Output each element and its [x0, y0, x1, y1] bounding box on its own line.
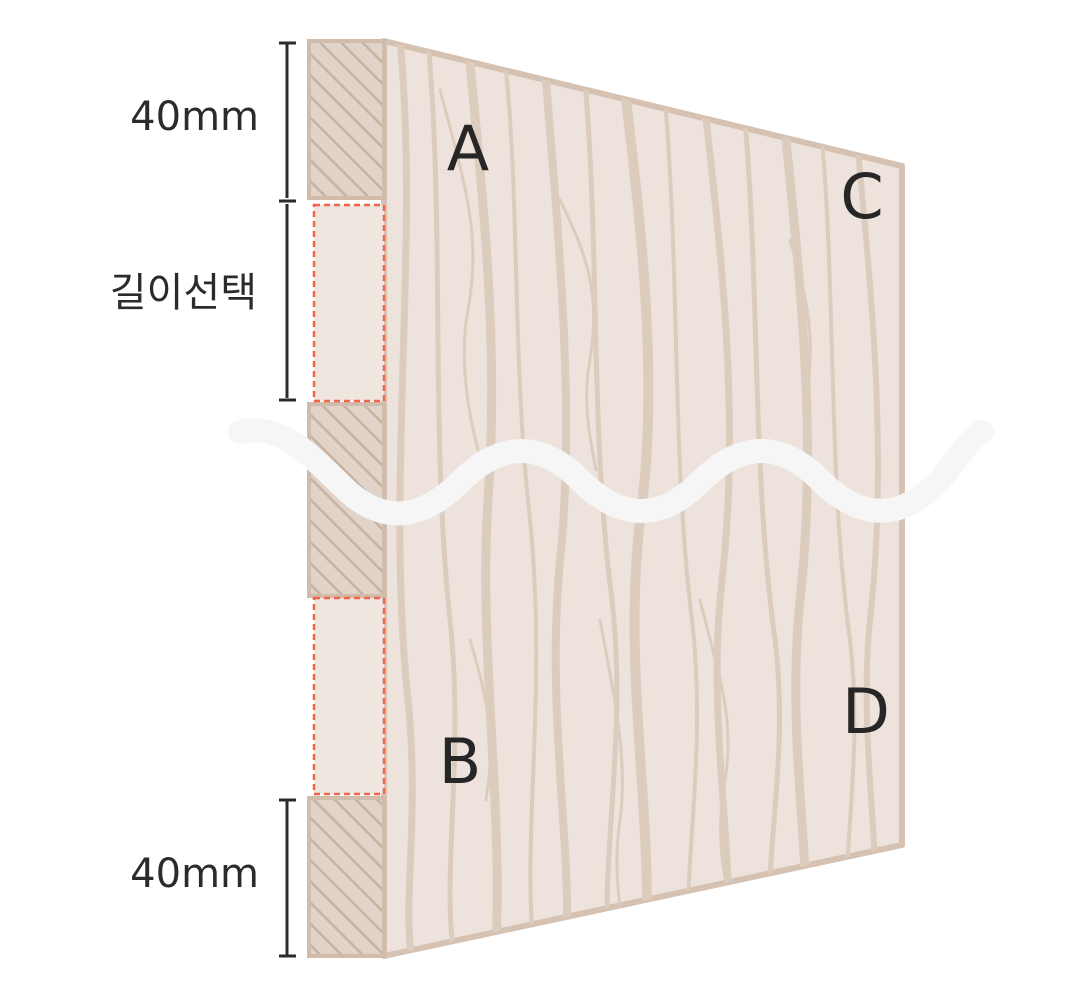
dim-label-middle: 길이선택	[110, 270, 257, 316]
edge-profile	[307, 39, 386, 958]
cut-section-upper	[312, 203, 386, 403]
cut-section-lower	[312, 596, 386, 796]
break-wave	[228, 418, 994, 526]
edge-hatch-top	[307, 39, 386, 200]
corner-label-a: A	[447, 112, 489, 185]
wood-panel	[381, 38, 905, 959]
corner-label-c: C	[840, 160, 883, 233]
corner-label-d: D	[842, 675, 890, 748]
corner-label-b: B	[439, 725, 482, 798]
dim-label-bottom: 40mm	[130, 851, 259, 897]
wood-grain	[396, 41, 882, 956]
dimension-lines	[279, 41, 296, 958]
edge-hatch-bottom	[307, 796, 386, 958]
dim-label-top: 40mm	[130, 94, 259, 140]
